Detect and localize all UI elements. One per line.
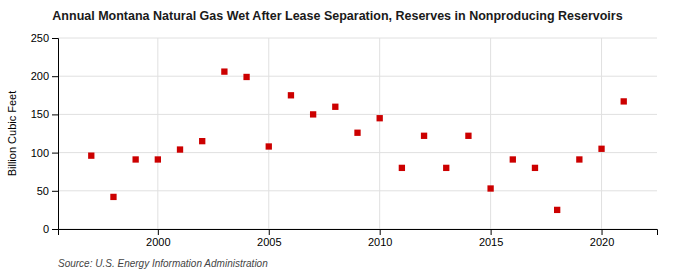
point xyxy=(510,156,516,162)
x-axis-line xyxy=(59,230,658,236)
y-grid-line xyxy=(58,38,657,39)
point xyxy=(399,165,405,171)
x-tick-mark xyxy=(269,229,270,235)
point xyxy=(110,194,116,200)
point xyxy=(554,207,560,213)
x-tick: 2015 xyxy=(479,229,503,248)
x-axis: 2000 2005 2010 2015 2020 xyxy=(59,229,658,248)
y-tick: 200 xyxy=(31,70,58,82)
y-tick-mark xyxy=(52,114,58,115)
x-grid-line xyxy=(379,38,380,229)
point xyxy=(310,111,316,117)
y-tick-label: 250 xyxy=(31,32,49,44)
y-grid-line xyxy=(58,190,657,191)
y-tick-label: 50 xyxy=(37,185,49,197)
point xyxy=(621,98,627,104)
point xyxy=(421,133,427,139)
y-axis: 0 50 100 150 200 250 xyxy=(31,32,59,235)
x-tick: 2000 xyxy=(146,229,170,248)
x-tick-label: 2020 xyxy=(590,236,614,248)
point xyxy=(221,68,227,74)
y-tick-mark xyxy=(52,191,58,192)
x-tick-mark xyxy=(158,229,159,235)
x-tick-label: 2005 xyxy=(257,236,281,248)
point xyxy=(576,156,582,162)
y-tick: 50 xyxy=(37,185,58,197)
point xyxy=(487,185,493,191)
y-tick-mark xyxy=(52,229,58,230)
x-tick-mark xyxy=(491,229,492,235)
grid xyxy=(58,38,657,229)
x-tick-label: 2010 xyxy=(368,236,392,248)
points xyxy=(88,68,627,213)
point xyxy=(377,115,383,121)
y-grid-line xyxy=(58,152,657,153)
y-axis-title: Billion Cubic Feet xyxy=(6,91,18,177)
point xyxy=(177,146,183,152)
title: Annual Montana Natural Gas Wet After Lea… xyxy=(52,9,622,23)
point xyxy=(288,92,294,98)
y-tick-mark xyxy=(52,76,58,77)
point xyxy=(332,104,338,110)
point xyxy=(155,156,161,162)
x-tick: 2010 xyxy=(368,229,392,248)
point xyxy=(443,165,449,171)
chart: 2000 2005 2010 2015 2020 0 50 100 150 200 250Annua… xyxy=(0,0,675,275)
y-axis-line xyxy=(52,39,59,230)
point xyxy=(532,165,538,171)
point xyxy=(88,152,94,158)
point xyxy=(199,138,205,144)
point xyxy=(243,74,249,80)
source: Source: U.S. Energy Information Administ… xyxy=(58,258,268,269)
y-tick-label: 0 xyxy=(43,223,49,235)
x-grid-line xyxy=(157,38,158,229)
x-grid-line xyxy=(601,38,602,229)
point xyxy=(465,133,471,139)
y-tick: 250 xyxy=(31,32,58,44)
x-tick: 2005 xyxy=(257,229,281,248)
y-grid-line xyxy=(58,76,657,77)
y-tick-label: 100 xyxy=(31,147,49,159)
point xyxy=(266,143,272,149)
y-tick-label: 200 xyxy=(31,70,49,82)
x-tick: 2020 xyxy=(590,229,614,248)
x-tick-label: 2015 xyxy=(479,236,503,248)
y-tick-mark xyxy=(52,153,58,154)
y-tick: 100 xyxy=(31,147,58,159)
point xyxy=(132,156,138,162)
plot-area: 2000 2005 2010 2015 2020 0 50 100 150 200 250 xyxy=(31,32,658,248)
x-tick-mark xyxy=(380,229,381,235)
x-grid-line xyxy=(490,38,491,229)
x-tick-label: 2000 xyxy=(146,236,170,248)
point xyxy=(354,130,360,136)
y-tick-mark xyxy=(52,38,58,39)
point xyxy=(598,146,604,152)
x-tick-mark xyxy=(602,229,603,235)
y-tick: 150 xyxy=(31,108,58,120)
y-tick-label: 150 xyxy=(31,108,49,120)
y-tick: 0 xyxy=(43,223,58,235)
x-grid-line xyxy=(268,38,269,229)
y-grid-line xyxy=(58,114,657,115)
